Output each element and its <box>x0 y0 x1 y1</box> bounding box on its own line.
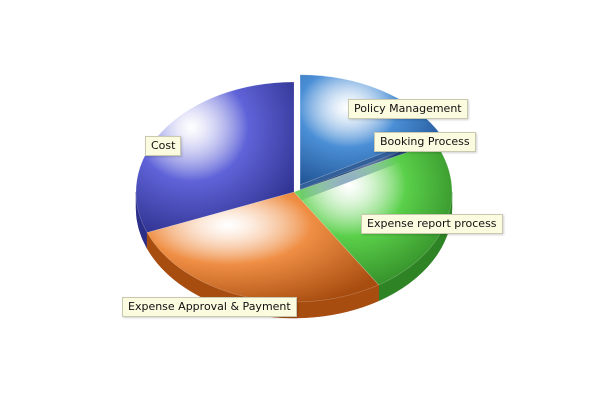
label-booking-process: Booking Process <box>374 132 476 152</box>
label-expense-approval-payment: Expense Approval & Payment <box>122 297 297 317</box>
slice-expense-approval-and-payment <box>146 191 380 303</box>
label-cost: Cost <box>145 136 182 156</box>
slice-side-cost <box>135 191 148 250</box>
label-expense-report-process: Expense report process <box>361 214 503 234</box>
label-policy-management: Policy Management <box>348 99 468 119</box>
slice-cost <box>135 81 295 233</box>
